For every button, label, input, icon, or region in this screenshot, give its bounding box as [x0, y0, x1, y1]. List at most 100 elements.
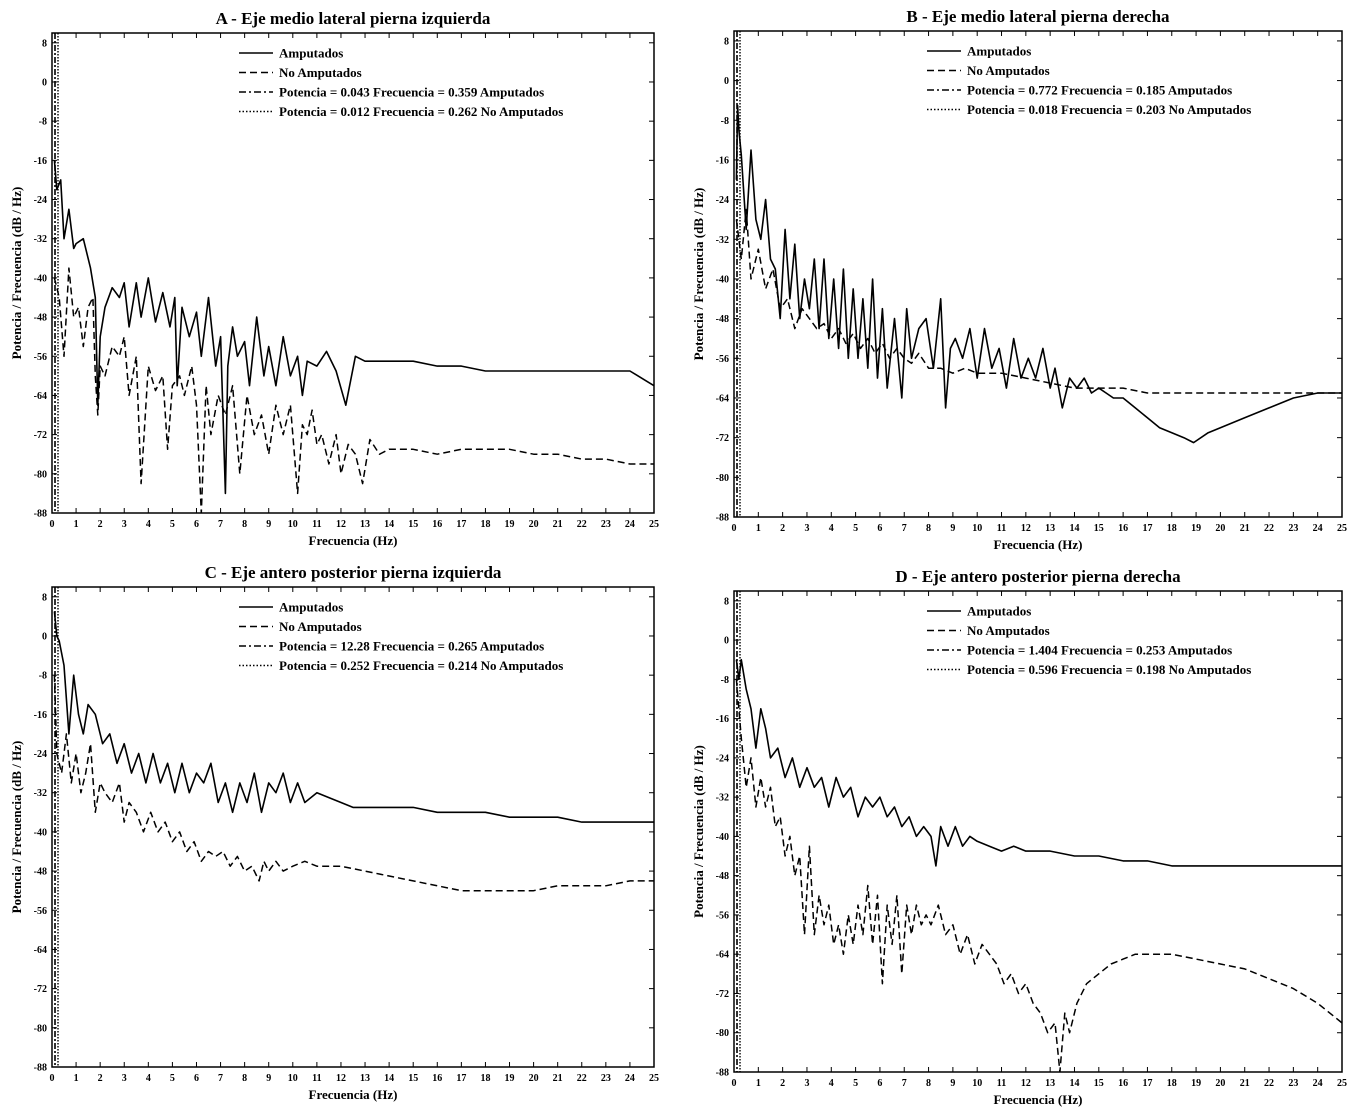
x-tick-label: 18	[1167, 523, 1177, 534]
legend-label: Amputados	[279, 46, 343, 61]
y-tick-label: -88	[34, 1063, 47, 1074]
x-tick-label: 25	[649, 1073, 659, 1084]
x-tick-label: 3	[122, 1073, 127, 1084]
y-tick-label: -24	[34, 195, 47, 206]
x-tick-label: 2	[98, 519, 103, 530]
y-tick-label: -56	[716, 910, 729, 921]
legend-label: Potencia = 0.018 Frecuencia = 0.203 No A…	[967, 102, 1251, 117]
series-line-amputados	[53, 160, 654, 495]
x-tick-label: 0	[50, 1073, 55, 1084]
y-tick-label: -32	[34, 234, 47, 245]
y-tick-label: -24	[716, 195, 729, 206]
y-tick-label: -88	[716, 1068, 729, 1079]
x-tick-label: 17	[456, 519, 466, 530]
y-tick-label: -64	[716, 393, 729, 404]
x-tick-label: 7	[218, 1073, 223, 1084]
x-tick-label: 8	[242, 519, 247, 530]
x-tick-label: 11	[997, 1078, 1006, 1089]
legend-label: Potencia = 0.772 Frecuencia = 0.185 Ampu…	[967, 83, 1232, 98]
x-axis-label: Frecuencia (Hz)	[309, 1087, 398, 1102]
x-tick-label: 14	[1069, 1078, 1079, 1089]
x-tick-label: 10	[972, 523, 982, 534]
x-tick-label: 21	[553, 519, 563, 530]
x-tick-label: 15	[408, 519, 418, 530]
x-tick-label: 21	[553, 1073, 563, 1084]
x-tick-label: 7	[902, 523, 907, 534]
y-tick-label: -16	[34, 710, 47, 721]
y-tick-label: -72	[716, 989, 729, 1000]
panel-a: A - Eje medio lateral pierna izquierda 0 1…	[9, 9, 659, 548]
plot-frame	[733, 590, 1343, 1073]
x-tick-label: 6	[877, 1078, 882, 1089]
x-tick-label: 24	[1313, 523, 1323, 534]
series-line-no-amputados	[53, 267, 654, 513]
y-tick-label: -64	[716, 950, 729, 961]
x-tick-label: 24	[625, 519, 635, 530]
x-tick-label: 3	[804, 1078, 809, 1089]
x-tick-label: 23	[1288, 1078, 1298, 1089]
x-tick-label: 18	[480, 1073, 490, 1084]
x-tick-label: 25	[1337, 1078, 1347, 1089]
series-line-amputados	[735, 658, 1342, 867]
x-tick-label: 20	[529, 1073, 539, 1084]
y-axis-label: Potencia / Frecuencia (dB / Hz)	[691, 745, 706, 918]
x-tick-label: 24	[1313, 1078, 1323, 1089]
legend-label: No Amputados	[279, 65, 362, 80]
x-tick-label: 14	[1069, 523, 1079, 534]
x-tick-label: 19	[505, 519, 515, 530]
x-tick-label: 0	[732, 523, 737, 534]
x-tick-label: 15	[1094, 1078, 1104, 1089]
legend-label: Potencia = 0.043 Frecuencia = 0.359 Ampu…	[279, 85, 544, 100]
legend-label: Potencia = 0.012 Frecuencia = 0.262 No A…	[279, 104, 563, 119]
y-tick-label: -80	[716, 1028, 729, 1039]
y-tick-label: 8	[724, 596, 729, 607]
x-tick-label: 1	[74, 519, 79, 530]
legend-label: Amputados	[279, 600, 343, 615]
x-tick-label: 11	[312, 1073, 321, 1084]
chart-title: B - Eje medio lateral pierna derecha	[906, 7, 1170, 26]
x-tick-label: 22	[1264, 523, 1274, 534]
x-tick-label: 6	[194, 519, 199, 530]
x-tick-label: 12	[336, 519, 346, 530]
y-tick-label: -32	[34, 788, 47, 799]
panel-c: C - Eje antero posterior pierna izquierd…	[9, 563, 659, 1102]
x-tick-label: 21	[1240, 523, 1250, 534]
x-tick-label: 3	[122, 519, 127, 530]
x-tick-label: 8	[926, 1078, 931, 1089]
x-tick-label: 12	[336, 1073, 346, 1084]
y-tick-label: 0	[724, 636, 729, 647]
x-tick-label: 2	[98, 1073, 103, 1084]
y-tick-label: -8	[39, 671, 47, 682]
y-tick-label: -8	[721, 116, 729, 127]
x-tick-label: 9	[266, 519, 271, 530]
y-tick-label: 8	[42, 38, 47, 49]
y-tick-label: -72	[716, 433, 729, 444]
series-line-amputados	[53, 611, 654, 823]
x-tick-label: 23	[1288, 523, 1298, 534]
y-tick-label: 0	[42, 631, 47, 642]
x-tick-label: 4	[146, 519, 151, 530]
x-tick-label: 18	[1167, 1078, 1177, 1089]
x-tick-label: 22	[1264, 1078, 1274, 1089]
series-line-no-amputados	[53, 675, 654, 892]
x-axis-label: Frecuencia (Hz)	[994, 1092, 1083, 1107]
y-tick-label: -32	[716, 235, 729, 246]
legend-label: Potencia = 0.252 Frecuencia = 0.214 No A…	[279, 658, 563, 673]
y-tick-label: -32	[716, 793, 729, 804]
y-tick-label: -80	[716, 473, 729, 484]
series-line-amputados	[735, 104, 1342, 444]
x-tick-label: 16	[432, 1073, 442, 1084]
y-tick-label: 0	[724, 76, 729, 87]
x-tick-label: 20	[1215, 1078, 1225, 1089]
x-tick-label: 19	[1191, 1078, 1201, 1089]
plot-frame	[733, 30, 1343, 518]
series-line-no-amputados	[735, 208, 1342, 394]
x-tick-label: 5	[170, 519, 175, 530]
series-line-no-amputados	[735, 679, 1342, 1072]
x-tick-label: 3	[804, 523, 809, 534]
y-tick-label: -72	[34, 984, 47, 995]
y-tick-label: -48	[716, 871, 729, 882]
x-tick-label: 7	[218, 519, 223, 530]
y-axis-label: Potencia / Frecuencia (dB / Hz)	[691, 188, 706, 361]
